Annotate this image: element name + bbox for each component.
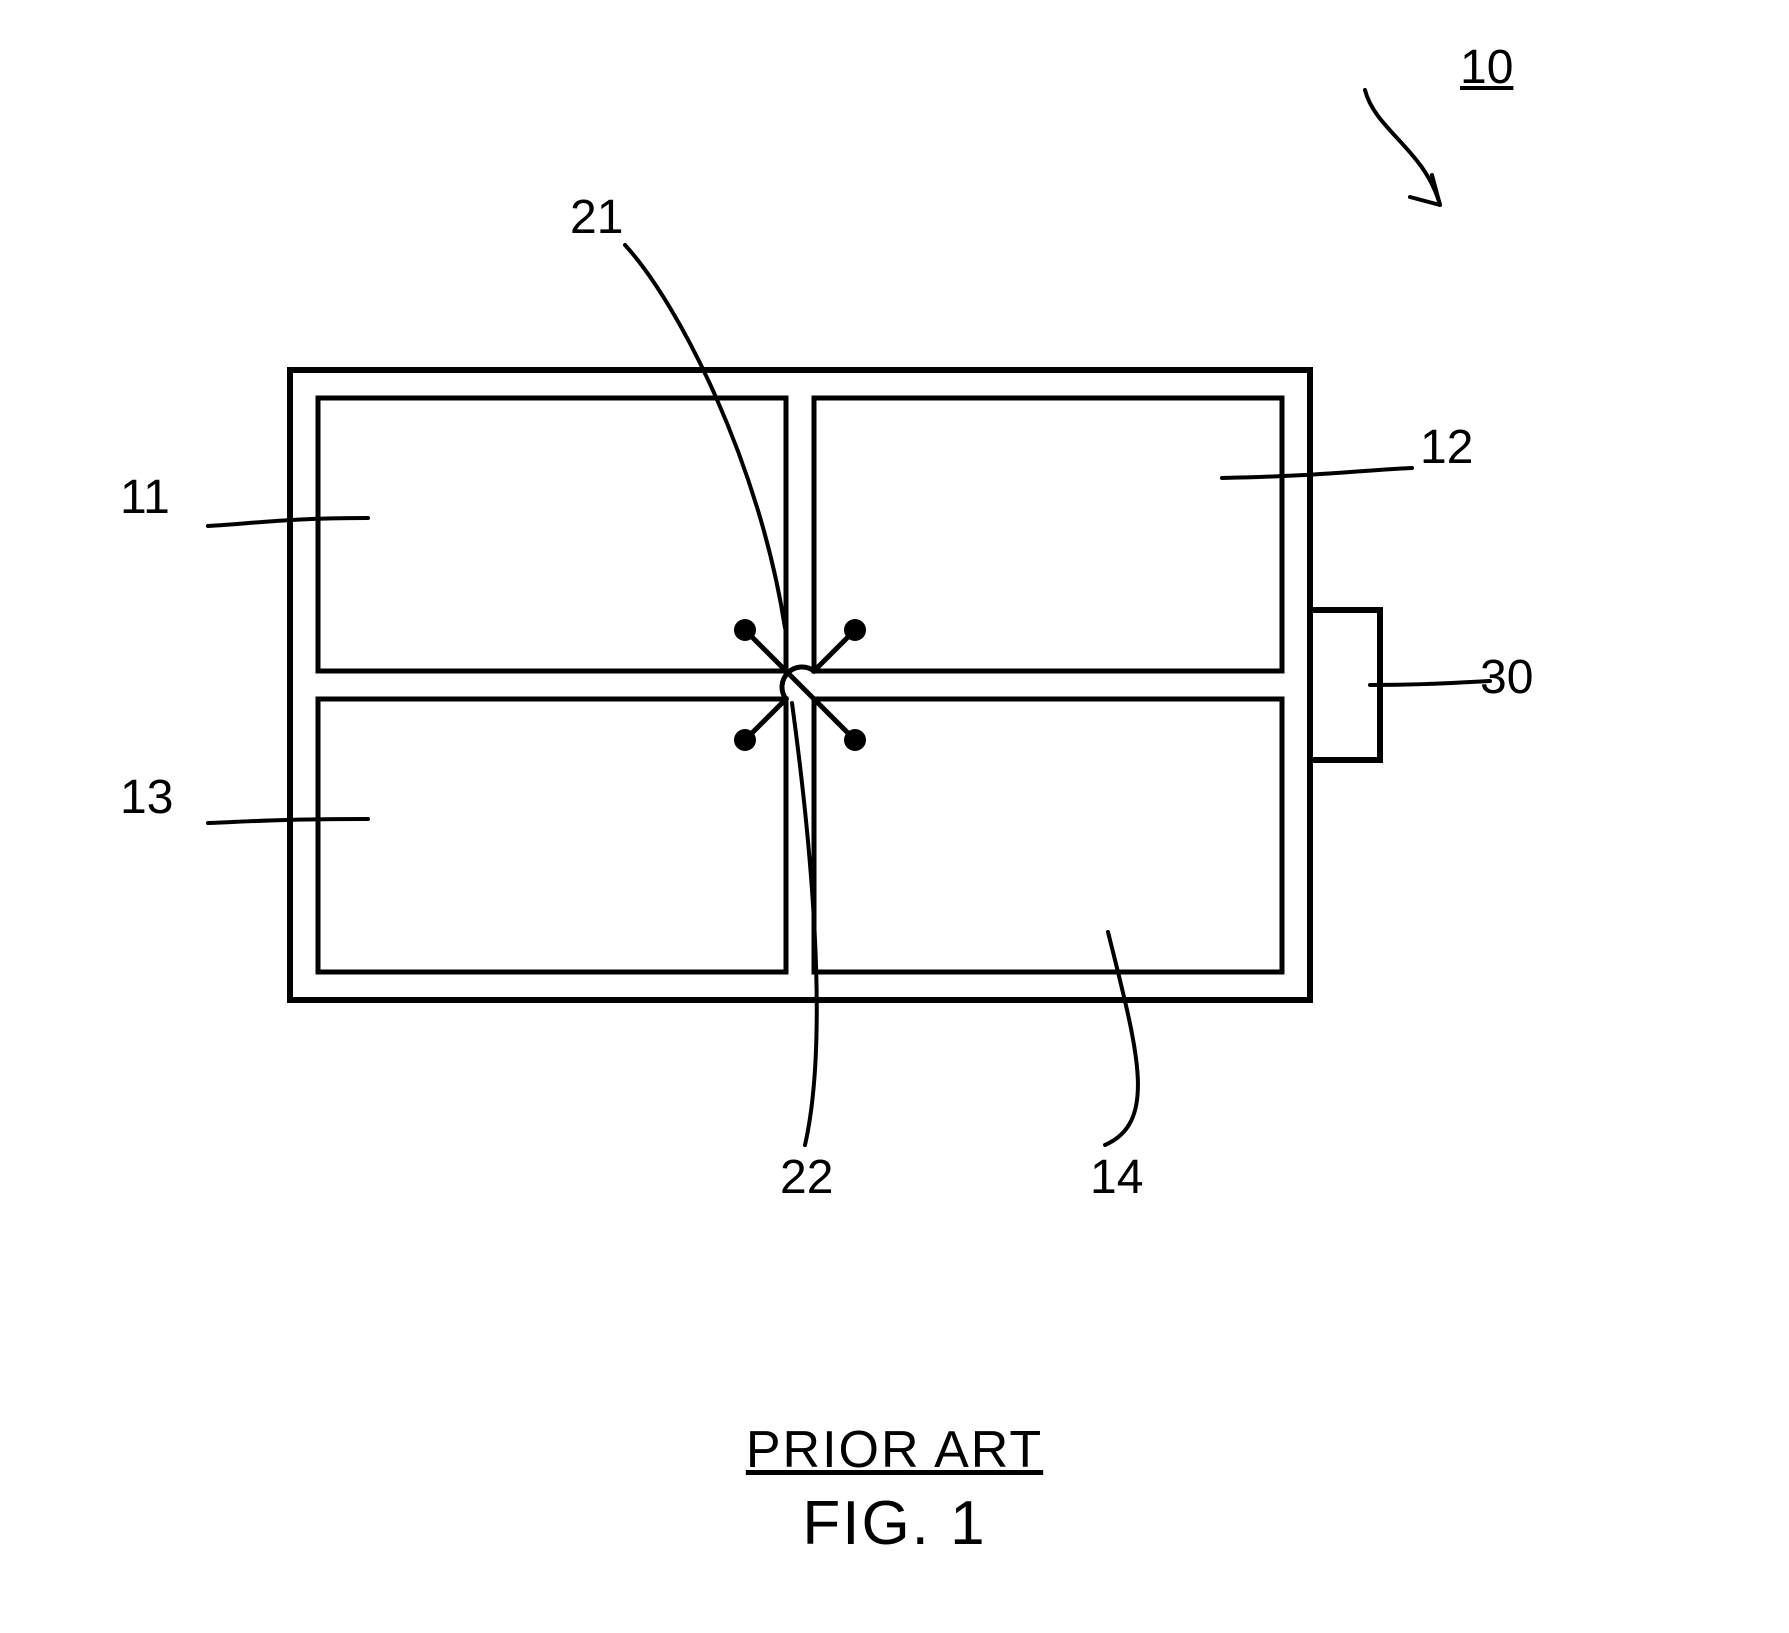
lead-30 [1370, 681, 1490, 685]
label-22: 22 [780, 1150, 833, 1205]
cell-14 [814, 699, 1282, 972]
cell-11 [318, 398, 786, 671]
caption-fig: FIG. 1 [0, 1488, 1789, 1559]
lead-14 [1105, 932, 1138, 1145]
cell-13 [318, 699, 786, 972]
label-14: 14 [1090, 1150, 1143, 1205]
lead-21 [625, 245, 785, 628]
lead-10 [1365, 90, 1440, 205]
arrowhead-10 [1410, 175, 1440, 205]
diagram-canvas [0, 0, 1789, 1633]
label-21: 21 [570, 190, 623, 245]
label-13: 13 [120, 770, 173, 825]
label-ref-main: 10 [1460, 40, 1513, 95]
caption-prior-art: PRIOR ART [0, 1420, 1789, 1480]
label-30: 30 [1480, 650, 1533, 705]
lead-12 [1222, 468, 1412, 478]
cell-12 [814, 398, 1282, 671]
label-11: 11 [120, 470, 170, 525]
label-12: 12 [1420, 420, 1473, 475]
